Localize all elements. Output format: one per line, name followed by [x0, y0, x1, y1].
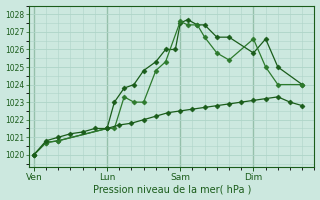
X-axis label: Pression niveau de la mer( hPa ): Pression niveau de la mer( hPa )	[92, 184, 251, 194]
